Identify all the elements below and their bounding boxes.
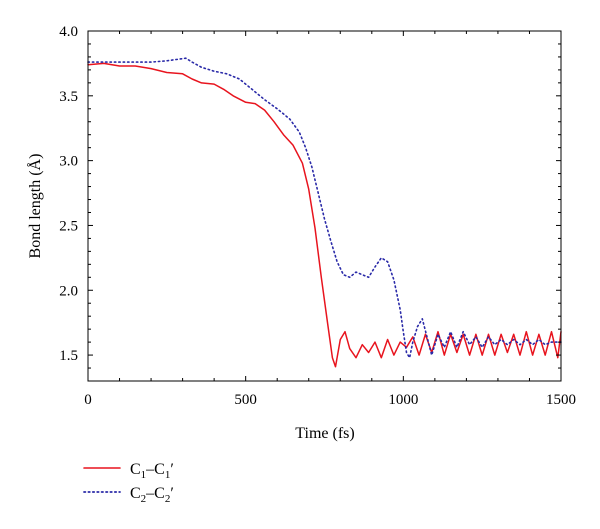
y-tick-label: 1.5 (59, 348, 78, 364)
legend-subscript: 2 (141, 493, 147, 505)
legend-subscript: 1 (141, 469, 147, 481)
legend-subscript: 1 (165, 469, 171, 481)
x-axis-label: Time (fs) (295, 425, 354, 442)
y-tick-label: 2.5 (59, 218, 78, 234)
legend-text: C (130, 461, 141, 478)
legend-text: C (154, 461, 165, 478)
legend-text: – (145, 485, 155, 502)
legend-subscript: 2 (165, 493, 171, 505)
legend-text: C (130, 485, 141, 502)
series-line-1 (87, 62, 562, 368)
x-tick-label: 1500 (546, 392, 576, 408)
legend-text: ′ (170, 485, 174, 502)
series-layer (87, 57, 562, 368)
y-axis-label: Bond length (Å) (26, 154, 44, 259)
ticks-layer: 0 500 1000 1500 1.5 2.0 2.5 3.0 3.5 4.0 (59, 24, 576, 408)
y-tick-label: 3.5 (59, 89, 78, 105)
legend-text: C (154, 485, 165, 502)
x-tick-label: 0 (84, 392, 92, 408)
series-line-2 (87, 57, 562, 359)
legend-text: ′ (170, 461, 174, 478)
legend-label-1: C1–C1′ (130, 461, 174, 481)
legend-label-2: C2–C2′ (130, 485, 174, 505)
legend-text: – (145, 461, 155, 478)
x-tick-label: 1000 (388, 392, 418, 408)
y-tick-label: 2.0 (59, 283, 78, 299)
y-tick-label: 4.0 (59, 24, 78, 40)
plot-frame (87, 30, 562, 382)
legend: C1–C1′C2–C2′ (83, 461, 174, 505)
y-tick-label: 3.0 (59, 154, 78, 170)
x-tick-label: 500 (234, 392, 257, 408)
